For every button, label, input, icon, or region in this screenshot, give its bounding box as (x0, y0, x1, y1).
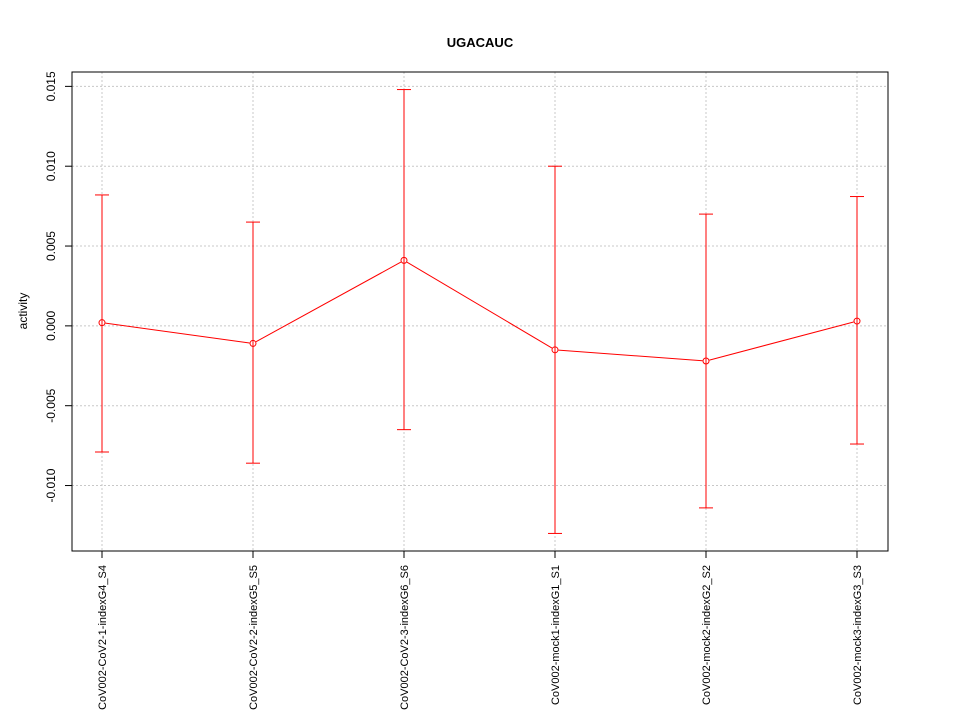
grid (72, 72, 888, 551)
series-line-segment (709, 321, 854, 361)
series-line-segment (558, 349, 703, 362)
x-tick-label: CoV002-mock1-indexG1_S1 (550, 565, 562, 705)
y-tick-label: 0.005 (44, 231, 58, 261)
x-tick-label: CoV002-CoV2-2-indexG5_S5 (248, 565, 260, 710)
x-tick-label: CoV002-CoV2-3-indexG6_S6 (399, 565, 411, 710)
series-line-segment (406, 261, 553, 349)
plot-frame (71, 71, 889, 552)
data-point (98, 319, 106, 327)
data-point (400, 256, 408, 264)
data-point (853, 317, 861, 325)
series-line-segment (255, 261, 402, 343)
y-tick-label: 0.000 (44, 311, 58, 341)
y-tick-label: -0.005 (44, 388, 58, 422)
x-tick-label: CoV002-mock3-indexG3_S3 (852, 565, 864, 705)
y-axis-label: activity (16, 293, 30, 330)
y-tick-label: 0.015 (44, 71, 58, 101)
data-point (551, 346, 559, 354)
data-series (95, 89, 864, 534)
chart-title: UGACAUC (447, 35, 514, 50)
data-point (249, 339, 257, 347)
x-axis: CoV002-CoV2-1-indexG4_S4 CoV002-CoV2-2-in… (97, 551, 864, 710)
y-tick-label: 0.010 (44, 151, 58, 181)
series-line-segment (105, 322, 250, 344)
data-point (702, 357, 710, 365)
y-axis: -0.010 -0.005 0.000 0.005 0.010 0.015 (44, 71, 72, 503)
x-tick-label: CoV002-CoV2-1-indexG4_S4 (97, 565, 109, 710)
x-tick-label: CoV002-mock2-indexG2_S2 (701, 565, 713, 705)
y-tick-label: -0.010 (44, 468, 58, 502)
